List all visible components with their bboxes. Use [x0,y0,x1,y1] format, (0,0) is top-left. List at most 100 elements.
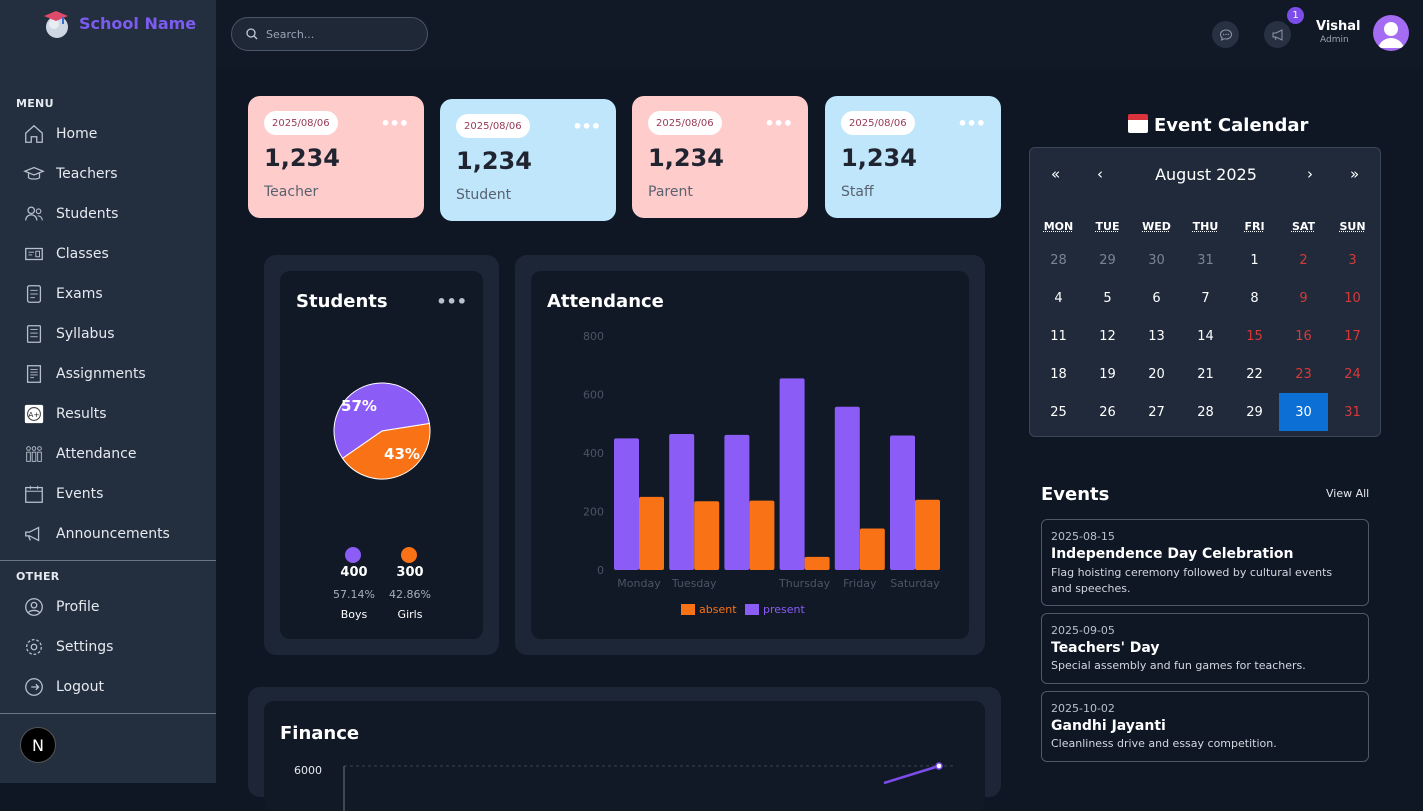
calendar-day[interactable]: 2 [1299,252,1308,268]
svg-text:A+: A+ [28,410,39,419]
megaphone-icon [1272,28,1282,41]
calendar-day[interactable]: 15 [1246,328,1263,344]
sidebar-item-students[interactable]: Students [16,200,206,228]
legend-label-present[interactable]: present [763,603,806,616]
calendar-day[interactable]: 12 [1099,328,1116,344]
sidebar-item-profile[interactable]: Profile [16,593,206,621]
sidebar-item-exams[interactable]: Exams [16,280,206,308]
card-label: Student [456,187,512,203]
calendar-day[interactable]: 21 [1197,366,1214,382]
calendar-day[interactable]: 8 [1250,290,1259,306]
search-placeholder: Search... [266,27,315,41]
calendar-day[interactable]: 23 [1295,366,1312,382]
calendar-day[interactable]: 26 [1099,404,1116,420]
sidebar-item-assignments[interactable]: Assignments [16,360,206,388]
bar-present-thursday[interactable] [779,378,805,570]
announcements-button[interactable] [1264,21,1291,48]
prev-year-button[interactable]: « [1051,165,1061,183]
legend-swatch-absent[interactable] [681,604,695,615]
next-year-button[interactable]: » [1350,165,1360,183]
bar-present-friday[interactable] [834,406,860,570]
calendar-day[interactable]: 3 [1348,252,1357,268]
sidebar-item-results[interactable]: A+ Results [16,400,206,428]
more-options-icon[interactable]: ••• [957,114,986,133]
search-input[interactable]: Search... [231,17,428,51]
sidebar-item-label: Announcements [56,526,170,542]
calendar-day[interactable]: 13 [1148,328,1165,344]
calendar-month-label[interactable]: August 2025 [1155,165,1257,184]
bar-present-monday[interactable] [614,438,639,570]
bar-absent-saturday[interactable] [915,499,940,570]
calendar-day[interactable]: 28 [1197,404,1214,420]
more-options-icon[interactable]: ••• [380,114,409,133]
gear-icon [22,635,46,659]
pie-slice-boys[interactable] [333,382,430,460]
bar-absent-friday[interactable] [859,528,885,570]
calendar-day[interactable]: 10 [1344,290,1361,306]
calendar-day[interactable]: 24 [1344,366,1361,382]
calendar-day[interactable]: 20 [1148,366,1165,382]
bar-present-saturday[interactable] [890,435,915,570]
calendar-day[interactable]: 18 [1050,366,1067,382]
students-pie-chart: 57% 43% [333,382,431,480]
calendar-day[interactable]: 31 [1344,404,1361,420]
legend-swatch-present[interactable] [745,604,759,615]
calendar-day[interactable]: 1 [1250,252,1259,268]
bar-absent-wednesday[interactable] [749,500,775,570]
event-title: Gandhi Jayanti [1051,718,1166,734]
calendar-day[interactable]: 11 [1050,328,1067,344]
bar-absent-thursday[interactable] [804,556,830,570]
calendar-day[interactable]: 9 [1299,290,1308,306]
calendar-day[interactable]: 5 [1103,290,1112,306]
brand-name[interactable]: School Name [79,14,197,33]
next-month-button[interactable]: › [1307,165,1313,183]
calendar-day[interactable]: 30 [1279,393,1328,431]
sidebar-item-attendance[interactable]: Attendance [16,440,206,468]
sidebar-item-logout[interactable]: Logout [16,673,206,701]
calendar-day[interactable]: 16 [1295,328,1312,344]
calendar-day[interactable]: 25 [1050,404,1067,420]
calendar-day[interactable]: 27 [1148,404,1165,420]
sidebar-item-syllabus[interactable]: Syllabus [16,320,206,348]
sidebar-item-home[interactable]: Home [16,120,206,148]
event-item[interactable]: 2025-10-02 Gandhi Jayanti Cleanliness driv… [1041,691,1369,762]
event-item[interactable]: 2025-09-05 Teachers' Day Special assembly … [1041,613,1369,684]
bar-absent-monday[interactable] [639,496,664,570]
calendar-day[interactable]: 19 [1099,366,1116,382]
prev-month-button[interactable]: ‹ [1097,165,1103,183]
events-title: Events [1041,484,1110,505]
stat-card-teacher: 2025/08/06 ••• 1,234 Teacher [248,96,424,218]
calendar-day[interactable]: 7 [1201,290,1210,306]
calendar-day[interactable]: 4 [1054,290,1063,306]
calendar-day[interactable]: 14 [1197,328,1214,344]
bar-present-wednesday[interactable] [724,434,750,570]
avatar[interactable] [1373,15,1409,51]
calendar-day[interactable]: 22 [1246,366,1263,382]
bar-present-tuesday[interactable] [669,433,695,570]
calendar-day[interactable]: 30 [1148,252,1165,268]
school-logo[interactable] [40,8,72,40]
legend-label-absent[interactable]: absent [699,603,737,616]
more-options-icon[interactable]: ••• [436,292,467,311]
calendar-day[interactable]: 29 [1246,404,1263,420]
notification-badge: 1 [1287,7,1304,24]
calendar-day[interactable]: 31 [1197,252,1214,268]
sidebar-item-events[interactable]: Events [16,480,206,508]
sidebar-item-classes[interactable]: Classes [16,240,206,268]
calendar-day[interactable]: 28 [1050,252,1067,268]
calendar-day[interactable]: 29 [1099,252,1116,268]
messages-button[interactable] [1212,21,1239,48]
sidebar-item-settings[interactable]: Settings [16,633,206,661]
pie-slice-girls[interactable] [341,422,431,480]
calendar-day[interactable]: 6 [1152,290,1161,306]
view-all-link[interactable]: View All [1326,487,1370,500]
event-item[interactable]: 2025-08-15 Independence Day Celebration Fl… [1041,519,1369,606]
results-icon: A+ [22,402,46,426]
more-options-icon[interactable]: ••• [764,114,793,133]
more-options-icon[interactable]: ••• [572,117,601,136]
sidebar-item-teachers[interactable]: Teachers [16,160,206,188]
bar-absent-tuesday[interactable] [694,501,720,570]
calendar-day[interactable]: 17 [1344,328,1361,344]
app-logo-icon[interactable]: N [20,727,56,763]
sidebar-item-announcements[interactable]: Announcements [16,520,206,548]
